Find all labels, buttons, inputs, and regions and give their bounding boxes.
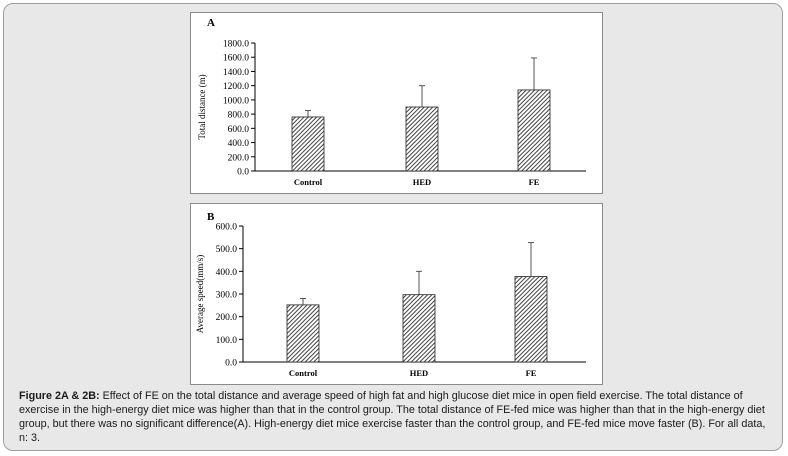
chart-a-title: A <box>207 17 215 29</box>
y-tick-label: 500.0 <box>216 245 238 255</box>
chart-a-svg: A 0.0 200.0 400.0 600.0 800.0 1000.0 1200.0 1400… <box>197 17 586 187</box>
y-tick-label: 1800.0 <box>223 40 249 50</box>
x-category-label: FE <box>529 177 540 187</box>
chart-panel-a: A 0.0 200.0 400.0 600.0 800.0 1000.0 1200.0 1400… <box>190 12 603 194</box>
bar-fe <box>514 276 548 363</box>
chart-b-title: B <box>207 211 215 223</box>
y-tick-label: 0.0 <box>225 359 237 369</box>
bar-control <box>286 304 320 363</box>
x-category-label: FE <box>526 368 537 378</box>
caption-label: Figure 2A & 2B: <box>19 390 100 402</box>
y-tick-label: 1400.0 <box>223 68 249 78</box>
x-category-label: Control <box>294 177 323 187</box>
y-tick-label: 400.0 <box>228 139 250 149</box>
chart-panel-b: B 0.0 100.0 200.0 300.0 400.0 500.0 600.0 Averag… <box>190 203 603 385</box>
bar-hed <box>402 294 436 363</box>
y-tick-label: 300.0 <box>216 291 238 301</box>
y-tick-label: 400.0 <box>216 268 238 278</box>
y-tick-label: 200.0 <box>228 153 250 163</box>
x-category-label: HED <box>413 177 431 187</box>
y-tick-label: 600.0 <box>228 125 250 135</box>
y-tick-label: 0.0 <box>237 168 249 178</box>
y-tick-label: 1000.0 <box>223 96 249 106</box>
y-tick-label: 1600.0 <box>223 54 249 64</box>
bar-control <box>291 116 325 172</box>
y-tick-label: 100.0 <box>216 336 238 346</box>
y-tick-label: 200.0 <box>216 313 238 323</box>
figure-card: A 0.0 200.0 400.0 600.0 800.0 1000.0 1200.0 1400… <box>3 3 783 451</box>
caption-text: Effect of FE on the total distance and a… <box>19 390 766 444</box>
figure-caption: Figure 2A & 2B: Effect of FE on the tota… <box>19 389 774 445</box>
y-tick-label: 800.0 <box>228 111 250 121</box>
chart-a-y-axis-label: Total distance (m) <box>197 74 207 139</box>
y-tick-label: 600.0 <box>216 223 238 233</box>
bar-hed <box>405 106 439 172</box>
x-category-label: Control <box>289 368 318 378</box>
chart-b-svg: B 0.0 100.0 200.0 300.0 400.0 500.0 600.0 Averag… <box>195 211 586 378</box>
chart-b-y-axis-label: Average speed(mm/s) <box>195 255 205 334</box>
x-category-label: HED <box>410 368 428 378</box>
bar-fe <box>517 89 551 172</box>
y-tick-label: 1200.0 <box>223 82 249 92</box>
